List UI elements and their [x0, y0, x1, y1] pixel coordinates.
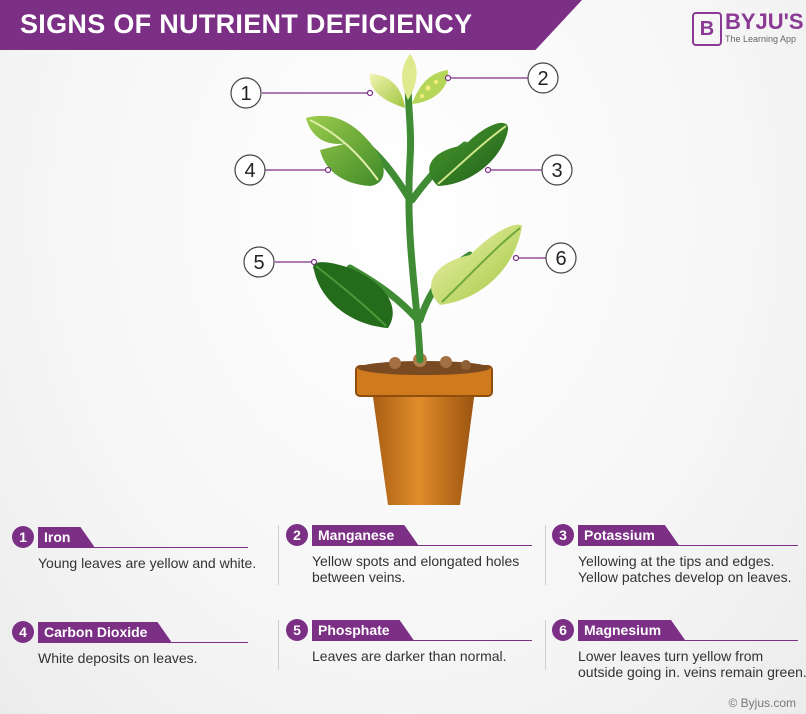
deficiency-card-potassium: 3 Potassium Yellowing at the tips and ed… — [552, 524, 802, 604]
card-title: Phosphate — [312, 620, 414, 640]
callout-4: 4 — [234, 154, 266, 186]
card-underline — [578, 545, 798, 546]
leaf-4-carbon-dioxide — [306, 115, 384, 186]
card-number-badge: 3 — [552, 524, 574, 546]
callout-1: 1 — [230, 77, 262, 109]
brand-name: BYJU'S — [725, 9, 804, 34]
column-divider — [545, 620, 546, 670]
deficiency-card-phosphate: 5 Phosphate Leaves are darker than norma… — [286, 619, 536, 679]
callout-5: 5 — [243, 246, 275, 278]
deficiency-card-carbon-dioxide: 4 Carbon Dioxide White deposits on leave… — [12, 621, 262, 681]
card-description: Leaves are darker than normal. — [312, 648, 507, 664]
flower-pot — [355, 353, 493, 505]
deficiency-card-magnesium: 6 Magnesium Lower leaves turn yellow fro… — [552, 619, 806, 699]
callout-lines — [262, 74, 546, 266]
card-description: Lower leaves turn yellow from outside go… — [578, 648, 806, 680]
callout-3-number: 3 — [551, 160, 562, 182]
callout-6-number: 6 — [555, 248, 566, 270]
card-description: Yellow spots and elongated holes between… — [312, 553, 520, 585]
column-divider — [278, 525, 279, 585]
callout-1-number: 1 — [240, 83, 251, 105]
card-number-badge: 5 — [286, 619, 308, 641]
leaf-3-potassium — [429, 122, 509, 186]
card-number-badge: 2 — [286, 524, 308, 546]
card-title: Iron — [38, 527, 94, 547]
deficiency-card-iron: 1 Iron Young leaves are yellow and white… — [12, 526, 262, 596]
card-underline — [312, 640, 532, 641]
card-title: Potassium — [578, 525, 679, 545]
card-number-badge: 1 — [12, 526, 34, 548]
brand-tagline: The Learning App — [725, 34, 797, 44]
callout-5-number: 5 — [253, 252, 264, 274]
card-underline — [312, 545, 532, 546]
brand-logo[interactable]: B BYJU'S The Learning App — [692, 8, 804, 48]
card-underline — [38, 547, 248, 548]
leaf-6-magnesium — [431, 224, 522, 305]
card-underline — [38, 642, 248, 643]
copyright-notice: © Byjus.com — [728, 696, 796, 710]
callout-4-number: 4 — [244, 160, 255, 182]
leaf-2-manganese — [412, 70, 449, 104]
card-title: Manganese — [312, 525, 418, 545]
column-divider — [545, 525, 546, 585]
callout-2: 2 — [527, 62, 559, 94]
logo-mark-icon: B — [692, 12, 722, 46]
callout-6: 6 — [545, 242, 577, 274]
card-title: Magnesium — [578, 620, 685, 640]
card-underline — [578, 640, 798, 641]
title-banner — [0, 0, 582, 50]
card-description: Young leaves are yellow and white. — [38, 555, 257, 571]
card-number-badge: 4 — [12, 621, 34, 643]
callout-3: 3 — [541, 154, 573, 186]
plant-illustration: 1 2 4 3 5 6 — [230, 54, 577, 505]
card-title: Carbon Dioxide — [38, 622, 171, 642]
leaf-5-phosphate — [313, 262, 393, 328]
column-divider — [278, 620, 279, 670]
card-description: Yellowing at the tips and edges. Yellow … — [578, 553, 792, 585]
page-title: SIGNS OF NUTRIENT DEFICIENCY — [20, 9, 473, 39]
callout-2-number: 2 — [537, 68, 548, 90]
card-description: White deposits on leaves. — [38, 650, 198, 666]
leaf-1-iron — [369, 54, 417, 108]
deficiency-card-manganese: 2 Manganese Yellow spots and elongated h… — [286, 524, 536, 594]
card-number-badge: 6 — [552, 619, 574, 641]
